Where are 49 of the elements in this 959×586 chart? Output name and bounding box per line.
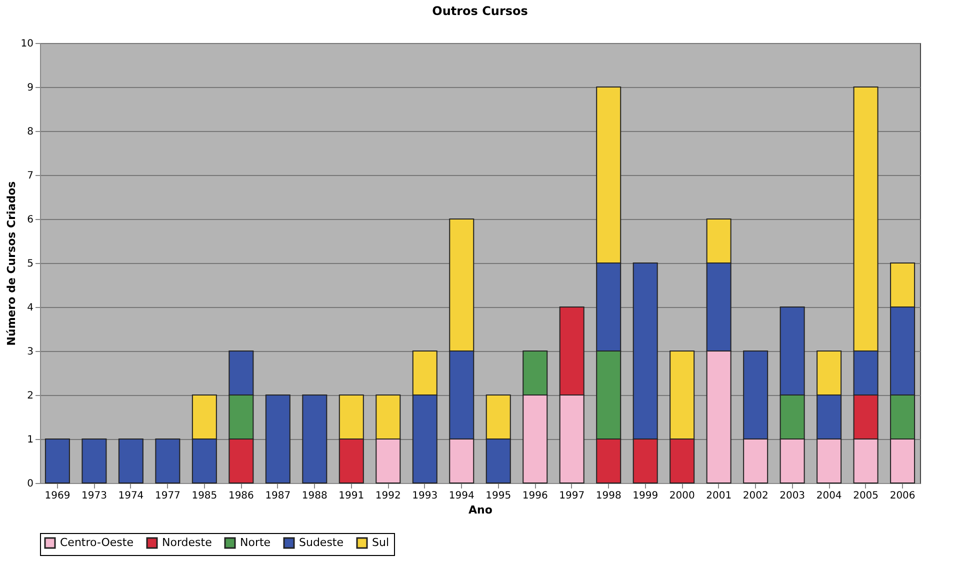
bar <box>118 438 144 484</box>
x-tick-label: 1988 <box>302 490 328 502</box>
y-tick-label: 6 <box>27 214 34 226</box>
x-tick-label: 2001 <box>706 490 732 502</box>
x-tick-label: 1995 <box>486 490 512 502</box>
x-tick-label: 1998 <box>596 490 622 502</box>
x-tick-label: 1985 <box>192 490 218 502</box>
x-tick-label: 1996 <box>522 490 548 502</box>
y-tick-label: 1 <box>27 434 34 446</box>
y-tick-label: 2 <box>27 390 34 402</box>
x-tick-label: 2002 <box>742 490 768 502</box>
y-tick-label: 7 <box>27 170 34 182</box>
bar <box>155 438 180 484</box>
x-tick-label: 1994 <box>448 490 474 502</box>
x-tick-label: 1974 <box>118 490 144 502</box>
x-tick-label: 1997 <box>559 490 585 502</box>
y-tick-label: 4 <box>27 302 34 314</box>
x-tick-label: 1991 <box>338 490 364 502</box>
bar <box>302 394 328 484</box>
y-tick-label: 8 <box>27 126 34 138</box>
y-tick-label: 3 <box>27 346 34 358</box>
bar <box>265 394 290 484</box>
y-axis-title: Número de Cursos Criados <box>4 180 18 346</box>
bar <box>44 438 70 484</box>
y-tick-label: 5 <box>27 258 34 270</box>
legend-label: Norte <box>240 536 271 549</box>
x-tick-label: 2004 <box>816 490 842 502</box>
x-tick-label: 1999 <box>632 490 658 502</box>
legend-label: Centro-Oeste <box>60 536 134 549</box>
x-tick-label: 1993 <box>412 490 438 502</box>
x-tick-label: 2006 <box>890 490 916 502</box>
legend-label: Nordeste <box>162 536 212 549</box>
x-tick-label: 1992 <box>375 490 401 502</box>
y-tick-label: 0 <box>27 478 34 490</box>
y-tick-label: 10 <box>20 38 34 50</box>
chart-title: Outros Cursos <box>432 4 528 18</box>
x-tick-label: 1987 <box>265 490 291 502</box>
bar <box>82 438 107 484</box>
x-axis-title: Ano <box>468 504 493 516</box>
x-tick-label: 1969 <box>44 490 70 502</box>
x-tick-label: 1973 <box>81 490 107 502</box>
legend-label: Sudeste <box>299 536 344 549</box>
x-tick-label: 2005 <box>853 490 879 502</box>
x-tick-label: 1977 <box>154 490 180 502</box>
legend-label: Sul <box>372 536 390 549</box>
x-tick-label: 1986 <box>228 490 254 502</box>
x-tick-label: 2000 <box>669 490 695 502</box>
x-tick-label: 2003 <box>780 490 806 502</box>
y-tick-label: 9 <box>27 82 34 94</box>
